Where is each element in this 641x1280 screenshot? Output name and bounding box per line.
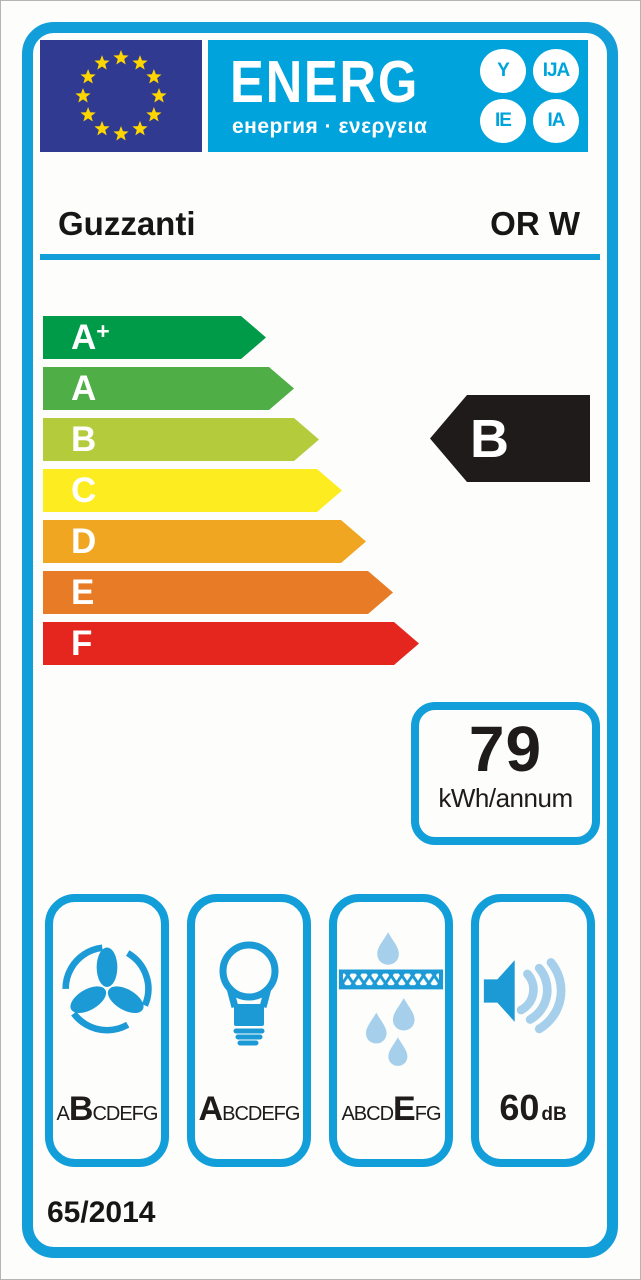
regulation-number: 65/2014 [47,1196,156,1229]
model-name: OR W [490,205,580,242]
eu-stars-icon [75,50,167,141]
scale-bar-a: A [43,367,294,410]
metric-box-noise: 60 dB [471,894,595,1167]
noise-value: 60 [499,1087,540,1128]
noise-unit: dB [541,1104,567,1125]
suffix-circle-ija: IJA [533,49,579,93]
scale-bar-d: D [43,520,366,563]
lighting-efficiency-rating: ABCDEFG [198,1090,301,1128]
scale-bar-plus: + [96,318,110,344]
grease-filter-rating: ABCDEFG [341,1090,441,1128]
metric-box-light: ABCDEFG [187,894,311,1167]
consumption-unit: kWh/annum [438,783,573,813]
consumption-value: 79 [468,713,543,785]
scale-bar-label: A [71,318,97,357]
energy-subtitle: енергия · ενεργεια [232,115,428,138]
fan-efficiency-rating: ABCDEFG [56,1090,159,1128]
grease-filter-icon [338,932,444,1066]
scale-bar-a-plus: A + [43,316,266,359]
scale-bar-f: F [43,622,419,665]
scale-bar-label: F [71,624,93,663]
energy-wordmark: ENERG [230,49,420,115]
bulb-icon [219,941,279,1046]
speaker-icon [483,958,566,1034]
suffix-circle-y: Y [480,49,526,93]
scale-bar-b: B [43,418,319,461]
label-frame [22,22,618,1258]
efficiency-scale: A + A B C D E F [43,316,443,673]
metric-box-fan: ABCDEFG [45,894,169,1167]
rating-arrow: B [430,395,590,482]
scale-bar-e: E [43,571,393,614]
noise-level: 60 dB [479,1087,587,1129]
brand-name: Guzzanti [58,205,196,242]
consumption-box: 79 kWh/annum [411,702,600,845]
scale-bar-label: A [71,369,97,408]
brand-separator [40,254,600,260]
rating-letter: B [470,408,509,469]
scale-bar-label: C [71,471,97,510]
scale-bar-label: B [71,420,97,459]
suffix-circle-ie: IE [480,99,526,143]
eu-flag [40,40,202,152]
metric-box-filter: ABCDEFG [329,894,453,1167]
fan-icon [62,944,152,1034]
scale-bar-label: D [71,522,97,561]
scale-bar-c: C [43,469,342,512]
scale-bar-label: E [71,573,95,612]
energy-banner: ENERG енергия · ενεργεια Y IJA IE IA [208,40,588,152]
language-suffix-circles: Y IJA IE IA [480,49,579,143]
suffix-circle-ia: IA [533,99,579,143]
